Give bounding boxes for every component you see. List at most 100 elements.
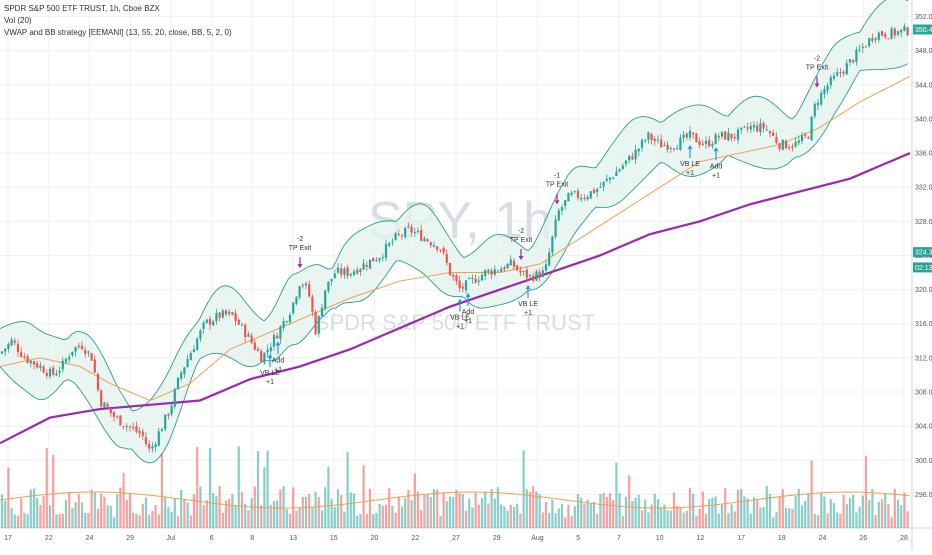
candle-body [464, 280, 468, 291]
volume-bar [154, 504, 157, 528]
volume-bar [39, 504, 42, 528]
volume-bar [176, 516, 180, 528]
volume-bar [151, 511, 154, 528]
volume-bar [301, 497, 304, 528]
candle-body [122, 426, 125, 428]
candle-body [877, 32, 880, 40]
volume-bar [93, 492, 96, 528]
candle-body [759, 123, 762, 133]
candle-body [634, 149, 637, 160]
candle-body [871, 37, 874, 41]
exit-label: -2 [814, 55, 820, 62]
volume-bar [893, 488, 896, 528]
date-tick-label: 12 [696, 535, 704, 542]
entry-arrow-head [687, 145, 693, 149]
candle-body [228, 311, 231, 314]
volume-bar [746, 498, 749, 528]
volume-bar [400, 506, 404, 528]
entry-label: Add [710, 163, 723, 170]
volume-bar [519, 513, 522, 528]
volume-bar [471, 507, 474, 528]
volume-bar [436, 489, 439, 528]
volume-bar [340, 495, 343, 528]
volume-bar [724, 487, 727, 528]
volume-bar [567, 504, 570, 528]
candle-body [96, 373, 100, 390]
volume-bar [730, 504, 733, 528]
date-tick-label: 22 [45, 535, 53, 542]
exit-arrow-head [297, 264, 303, 269]
entry-label: Add [272, 357, 285, 364]
candle-body [4, 348, 7, 352]
candle-body [842, 71, 845, 74]
candle-body [848, 59, 852, 63]
date-tick-label: 28 [900, 535, 908, 542]
entry-label: VB LE [680, 161, 700, 168]
candle-body [173, 389, 176, 407]
candle-body [452, 274, 455, 277]
volume-bar [295, 510, 298, 528]
candle-body [676, 148, 679, 150]
candle-body [631, 156, 634, 160]
volume-bar [592, 501, 596, 528]
candle-body [660, 139, 663, 148]
candle-body [436, 246, 439, 250]
candle-body [132, 427, 135, 429]
candle-body [647, 132, 650, 140]
volume-bar [349, 492, 352, 528]
volume-bar [237, 446, 240, 528]
price-tick-label: 348.00 [915, 48, 932, 55]
volume-bar [541, 512, 544, 528]
candle-body [208, 318, 212, 325]
candle-body [295, 296, 298, 304]
candle-body [596, 189, 599, 193]
volume-bar [442, 492, 445, 528]
volume-bar [596, 513, 599, 528]
candle-body [375, 260, 378, 262]
volume-bar [0, 494, 4, 528]
candle-body [852, 59, 855, 63]
volume-bar [90, 489, 93, 528]
candle-body [349, 273, 352, 276]
price-tick-label: 340.00 [915, 116, 932, 123]
entry-label: +1 [524, 310, 532, 317]
volume-bar [791, 508, 794, 528]
date-tick-label: 13 [289, 535, 297, 542]
volume-bar [48, 505, 52, 528]
volume-bar [605, 496, 608, 528]
volume-bar [279, 489, 282, 528]
candle-body [391, 241, 394, 243]
date-tick-label: 27 [452, 535, 460, 542]
entry-label: +1 [274, 366, 282, 373]
volume-bar [84, 512, 87, 528]
volume-bar [852, 494, 855, 528]
volume-bar [164, 497, 167, 528]
volume-bar [874, 515, 877, 528]
volume-bar [733, 511, 736, 528]
entry-label: Add [462, 309, 475, 316]
volume-bar [55, 514, 58, 528]
volume-bar [868, 499, 871, 528]
volume-bar [455, 489, 458, 528]
volume-bar [685, 510, 688, 528]
volume-bar [276, 500, 279, 528]
volume-bar [551, 499, 554, 528]
volume-bar [880, 499, 884, 528]
candle-body [714, 134, 717, 145]
candle-body [160, 429, 164, 432]
candle-body [205, 319, 208, 323]
candle-body [298, 286, 301, 298]
candle-body [45, 372, 48, 376]
candle-body [813, 104, 816, 117]
volume-bar [13, 514, 16, 528]
candle-body [778, 143, 781, 149]
volume-bar [45, 448, 48, 528]
candle-body [784, 140, 788, 149]
candle-body [100, 390, 103, 407]
candle-body [301, 285, 304, 287]
date-tick-label: 17 [737, 535, 745, 542]
candle-body [708, 139, 711, 147]
candle-body [688, 130, 692, 138]
